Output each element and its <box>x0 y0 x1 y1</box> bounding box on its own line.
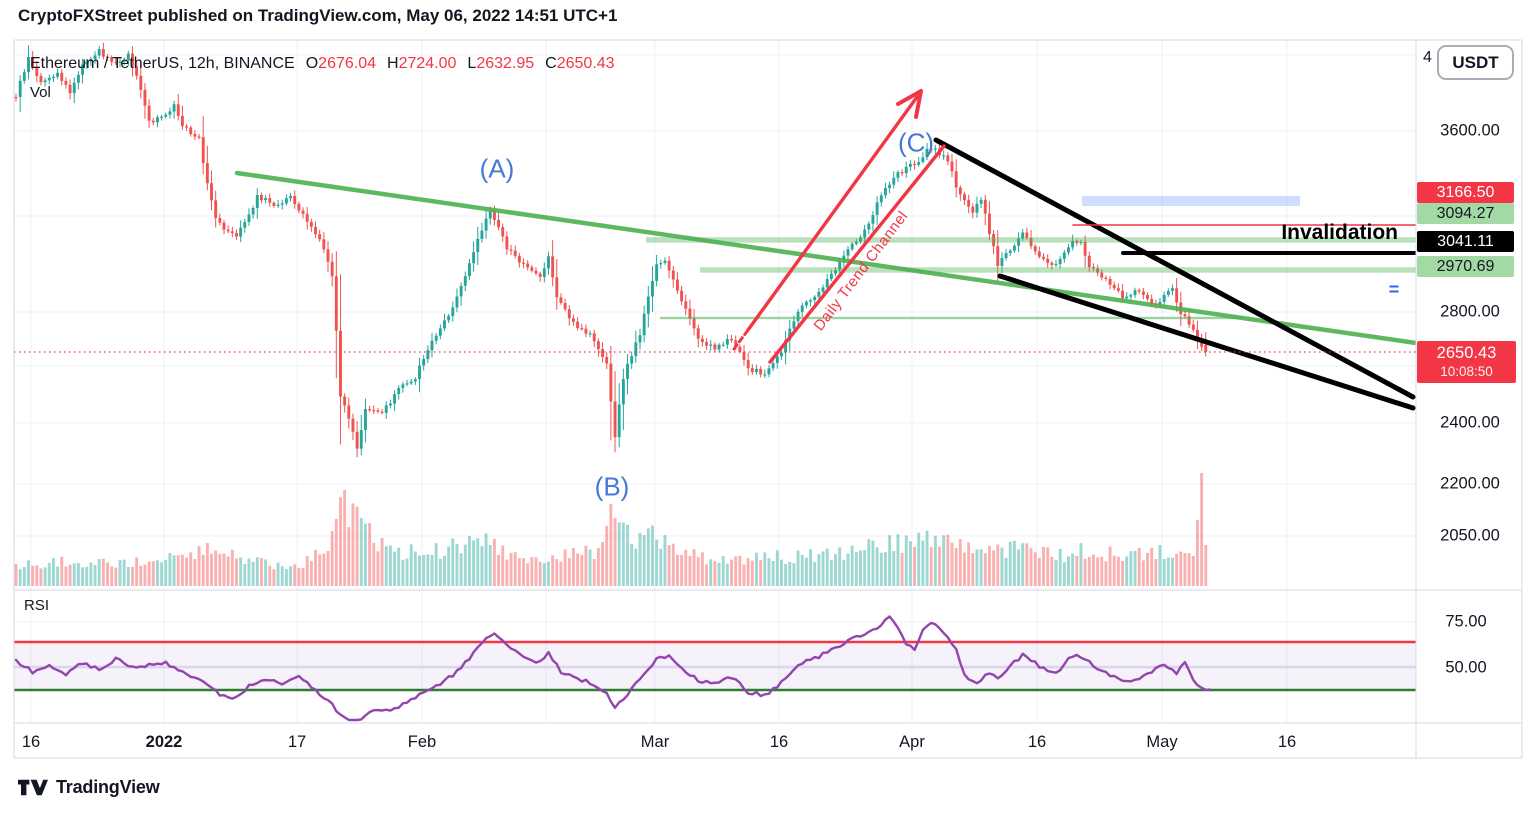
volume-bars <box>14 473 1208 586</box>
price-axis-label: 2800.00 <box>1440 302 1500 321</box>
ohlc-close: C2650.43 <box>545 55 614 73</box>
time-axis-label: 16 <box>769 733 789 751</box>
ohlc-high-value: 2724.00 <box>398 55 457 72</box>
trend-channel-right <box>768 144 946 364</box>
wave-a-trendline <box>234 170 1416 346</box>
ohlc-low-label: L <box>467 55 477 72</box>
collapsed-drawing-icon[interactable]: = <box>1388 279 1400 300</box>
ohlc-close-value: 2650.43 <box>556 55 615 72</box>
gridlines <box>14 40 1416 723</box>
axis-top-partial-label: 4 <box>1423 49 1432 66</box>
elliott-wave-b-label: (B) <box>594 471 630 502</box>
ohlc-low: L2632.95 <box>467 55 534 73</box>
time-axis-label: May <box>1146 733 1178 751</box>
time-axis-label: 2022 <box>145 733 183 751</box>
time-axis-label: 16 <box>1027 733 1047 751</box>
invalidation-label: Invalidation <box>1281 221 1398 244</box>
trend-channel-left <box>746 95 919 332</box>
rsi-axis-label: 50.00 <box>1445 658 1487 677</box>
supply-zone-3094 <box>646 237 1416 243</box>
drawings-layer <box>14 89 1416 411</box>
candles <box>14 42 1208 458</box>
blue-highlight-zone <box>1082 196 1300 206</box>
pane-borders <box>13 39 1523 759</box>
ohlc-open: O2676.04 <box>306 55 376 73</box>
volume-indicator-label[interactable]: Vol <box>30 84 51 101</box>
ohlc-low-value: 2632.95 <box>476 55 535 72</box>
tradingview-logo-icon <box>18 778 48 797</box>
rsi-indicator-label[interactable]: RSI <box>24 597 50 614</box>
symbol-title[interactable]: Ethereum / TetherUS, 12h, BINANCE <box>30 55 295 72</box>
attribution-text: CryptoFXStreet published on TradingView.… <box>18 6 618 25</box>
price-axis-label: 2200.00 <box>1440 474 1500 493</box>
price-axis-label: 2400.00 <box>1440 413 1500 432</box>
rsi-line <box>14 615 1212 722</box>
price-axis-label: 3600.00 <box>1440 121 1500 140</box>
trend-channel-lead-dashed <box>732 328 750 351</box>
descending-wedge-lower <box>997 273 1416 411</box>
price-level-badge: 3166.50 <box>1417 181 1514 203</box>
time-axis-label: 17 <box>287 733 307 751</box>
elliott-wave-c-label: (C) <box>897 127 935 158</box>
time-axis-label: Apr <box>899 733 925 751</box>
elliott-wave-a-label: (A) <box>479 153 515 184</box>
channel-arrow-head <box>896 89 923 119</box>
rsi-pane <box>14 615 1416 722</box>
price-axis-label: 2050.00 <box>1440 526 1500 545</box>
price-level-badge: 3094.27 <box>1417 202 1514 224</box>
rsi-axis-label: 75.00 <box>1445 612 1487 631</box>
ohlc-open-label: O <box>305 55 319 72</box>
time-axis-label: Mar <box>640 733 670 751</box>
ohlc-close-label: C <box>545 55 557 72</box>
ohlc-high: H2724.00 <box>387 55 456 73</box>
descending-wedge-upper <box>933 137 1416 400</box>
price-level-badge: 3041.11 <box>1417 230 1514 252</box>
ohlc-high-label: H <box>387 55 399 72</box>
time-axis-label: 16 <box>1277 733 1297 751</box>
supply-zone-2970 <box>700 267 1416 273</box>
candle-countdown: 10:08:50 <box>1440 363 1493 379</box>
last-price-value: 2650.43 <box>1436 344 1497 362</box>
currency-toggle-button[interactable]: USDT <box>1437 45 1514 80</box>
last-price-badge: 2650.43 10:08:50 <box>1417 341 1516 383</box>
minor-support-line <box>660 316 1242 320</box>
time-axis-label: 16 <box>21 733 41 751</box>
price-level-badge: 2970.69 <box>1417 255 1514 277</box>
tradingview-brand-text: TradingView <box>56 777 160 797</box>
symbol-legend: Ethereum / TetherUS, 12h, BINANCE O2676.… <box>30 55 615 73</box>
time-axis-label: Feb <box>407 733 437 751</box>
footer-logo[interactable]: TradingView <box>18 777 160 798</box>
ohlc-open-value: 2676.04 <box>318 55 377 72</box>
